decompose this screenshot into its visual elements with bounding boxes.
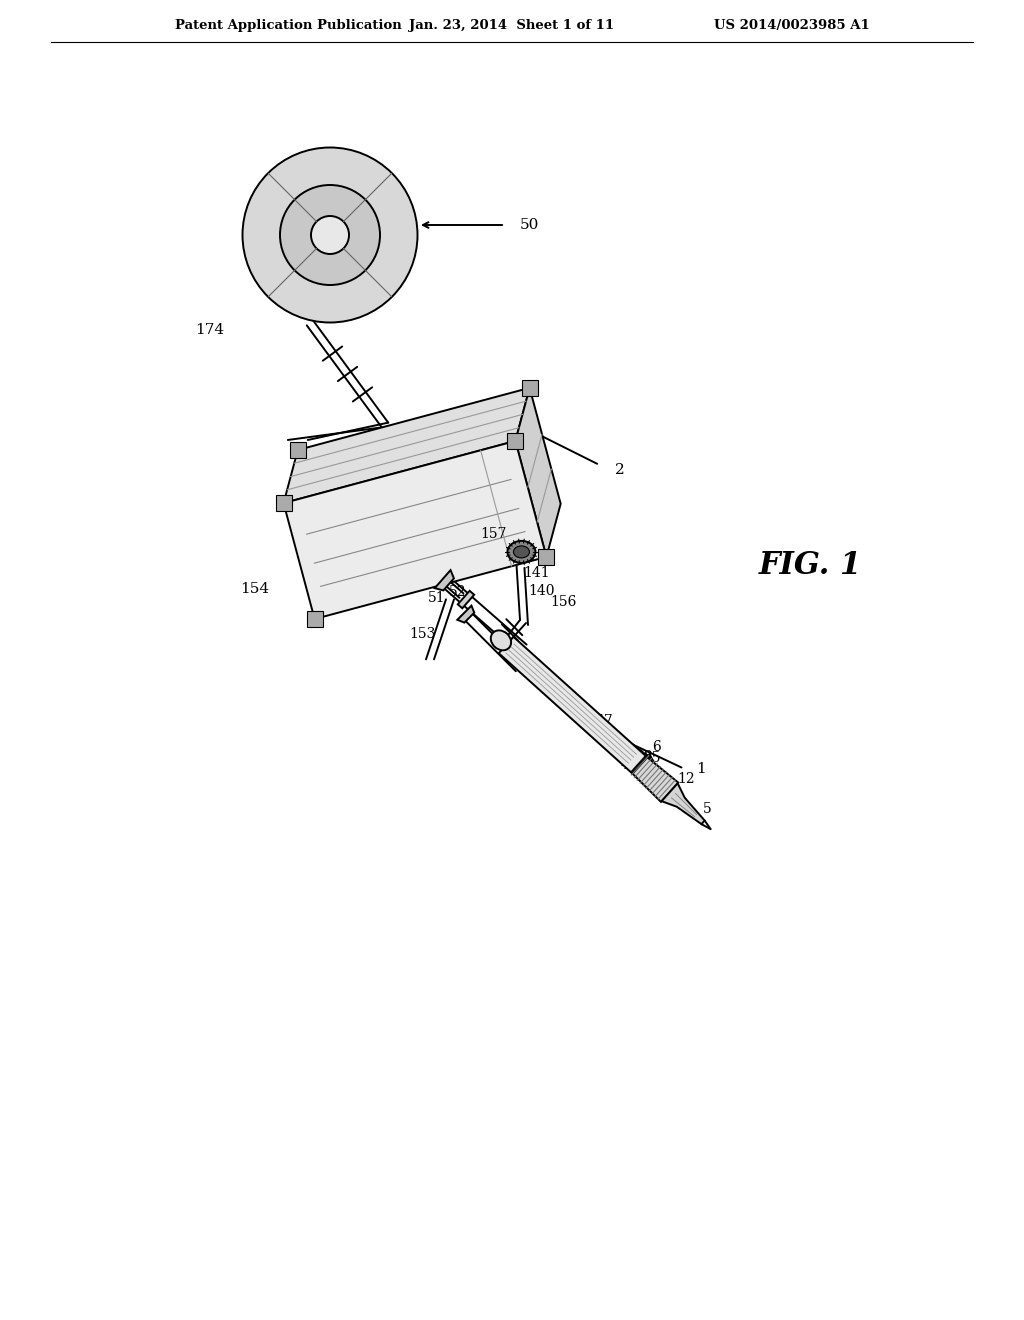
Text: 50: 50 <box>520 218 540 232</box>
Polygon shape <box>275 495 292 511</box>
Text: 47: 47 <box>595 714 613 727</box>
Text: FIG. 1: FIG. 1 <box>759 549 861 581</box>
Polygon shape <box>458 606 474 623</box>
Text: 153: 153 <box>410 627 436 642</box>
Text: 6: 6 <box>652 741 660 754</box>
Text: 52: 52 <box>449 585 466 599</box>
Text: 156: 156 <box>550 595 577 609</box>
Ellipse shape <box>508 541 536 562</box>
Text: 174: 174 <box>195 323 224 337</box>
Polygon shape <box>248 240 413 263</box>
Text: 1: 1 <box>696 762 706 776</box>
Text: Patent Application Publication: Patent Application Publication <box>175 18 401 32</box>
Text: 154: 154 <box>241 582 269 597</box>
Polygon shape <box>306 611 323 627</box>
Text: US 2014/0023985 A1: US 2014/0023985 A1 <box>715 18 870 32</box>
Text: 46: 46 <box>621 758 638 772</box>
Polygon shape <box>507 433 523 449</box>
Text: 51: 51 <box>428 591 445 605</box>
Text: 48: 48 <box>636 750 653 764</box>
Text: 157: 157 <box>480 527 507 541</box>
Polygon shape <box>435 570 454 590</box>
Text: 140: 140 <box>528 585 555 598</box>
Text: 12: 12 <box>677 772 695 787</box>
Polygon shape <box>290 442 306 458</box>
Text: 141: 141 <box>523 566 550 581</box>
Text: Jan. 23, 2014  Sheet 1 of 11: Jan. 23, 2014 Sheet 1 of 11 <box>410 18 614 32</box>
Polygon shape <box>499 636 647 774</box>
Polygon shape <box>458 591 474 609</box>
Ellipse shape <box>490 631 511 651</box>
Polygon shape <box>284 441 547 619</box>
Ellipse shape <box>513 546 529 558</box>
Polygon shape <box>539 549 554 565</box>
Polygon shape <box>662 783 705 824</box>
Text: 5: 5 <box>703 803 712 816</box>
Polygon shape <box>284 388 529 503</box>
Polygon shape <box>633 758 678 803</box>
Ellipse shape <box>280 185 380 285</box>
Ellipse shape <box>243 148 418 322</box>
Ellipse shape <box>311 216 349 253</box>
Polygon shape <box>515 388 561 557</box>
Text: 2: 2 <box>614 463 625 477</box>
Text: 25: 25 <box>643 751 660 764</box>
Polygon shape <box>521 380 538 396</box>
